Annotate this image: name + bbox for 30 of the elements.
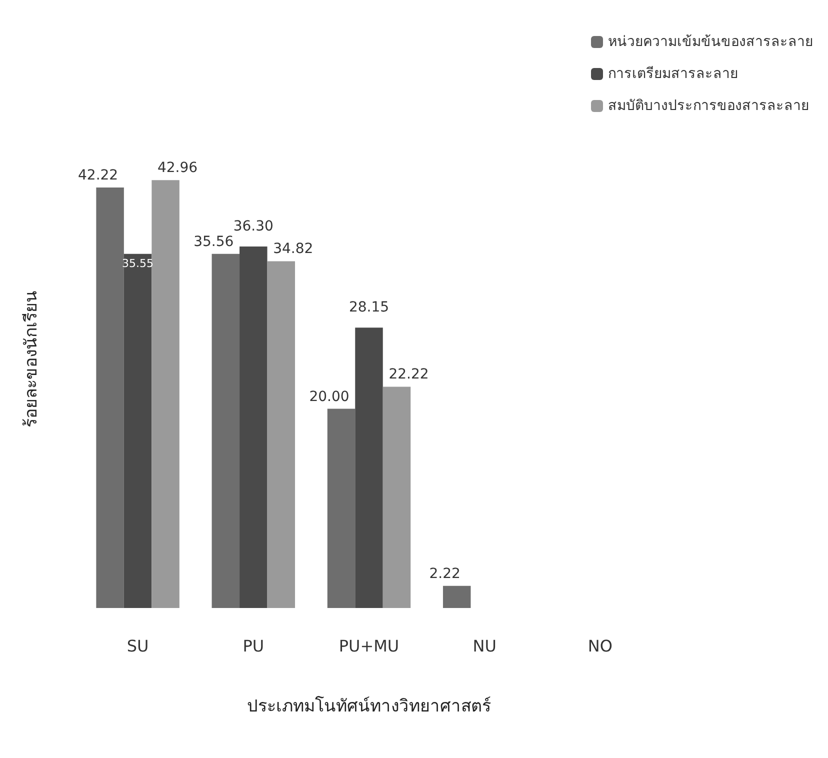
data-label: 2.22 — [429, 566, 460, 582]
legend-label: สมบัติบางประการของสารละลาย — [608, 98, 809, 114]
data-label: 42.96 — [157, 160, 198, 176]
bar — [267, 261, 296, 608]
x-tick-label: PU — [242, 636, 264, 656]
x-tick-label: SU — [126, 636, 149, 656]
x-tick-label: NO — [588, 636, 612, 656]
bar — [124, 254, 152, 608]
data-label: 34.82 — [273, 241, 314, 258]
bar — [96, 187, 124, 608]
y-axis-title: ร้อยละของนักเรียน — [22, 290, 42, 428]
bar — [382, 386, 411, 608]
legend-label: การเตรียมสารละลาย — [608, 66, 738, 82]
bar — [212, 254, 240, 608]
bar — [152, 180, 180, 608]
bar — [442, 586, 471, 608]
bar — [355, 328, 383, 608]
data-label: 42.22 — [78, 167, 118, 184]
data-label: 35.56 — [194, 234, 234, 250]
x-tick-label: NU — [472, 636, 496, 656]
data-label: 22.22 — [388, 366, 429, 383]
x-tick-label: PU+MU — [338, 636, 400, 656]
data-label: 28.15 — [348, 300, 390, 316]
data-label: 36.30 — [233, 218, 274, 234]
legend-label: หน่วยความเข้มข้นของสารละลาย — [608, 34, 813, 50]
bar — [327, 408, 356, 608]
data-label: 35.55 — [122, 256, 154, 270]
bar — [240, 246, 268, 608]
data-label: 20.00 — [309, 388, 350, 405]
x-axis-title: ประเภทมโนทัศน์ทางวิทยาศาสตร์ — [247, 696, 491, 716]
